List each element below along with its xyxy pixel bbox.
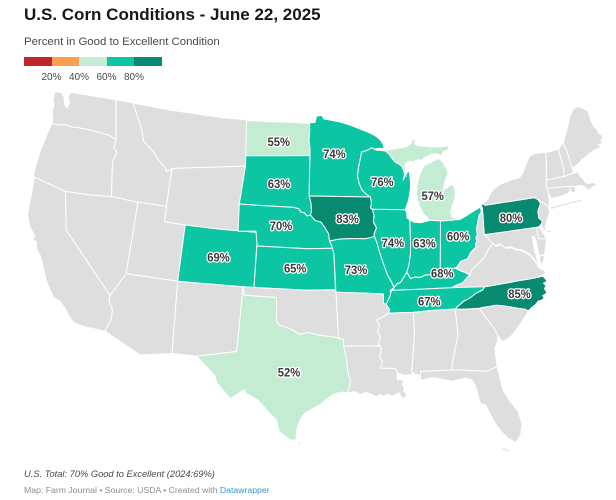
svg-text:74%: 74%: [382, 237, 405, 250]
svg-text:67%: 67%: [418, 296, 441, 309]
svg-text:65%: 65%: [284, 263, 307, 276]
svg-text:74%: 74%: [323, 148, 346, 161]
svg-text:73%: 73%: [345, 264, 368, 277]
svg-text:63%: 63%: [268, 178, 291, 191]
svg-text:69%: 69%: [207, 252, 230, 265]
svg-text:76%: 76%: [371, 176, 394, 189]
svg-text:55%: 55%: [268, 136, 291, 149]
svg-text:83%: 83%: [336, 213, 359, 226]
svg-text:80%: 80%: [500, 212, 523, 225]
svg-text:60%: 60%: [447, 231, 470, 244]
svg-text:68%: 68%: [431, 268, 454, 281]
svg-text:85%: 85%: [508, 288, 531, 301]
svg-text:57%: 57%: [421, 190, 444, 203]
svg-text:70%: 70%: [270, 220, 293, 233]
svg-text:52%: 52%: [278, 367, 301, 380]
svg-text:63%: 63%: [413, 238, 436, 251]
